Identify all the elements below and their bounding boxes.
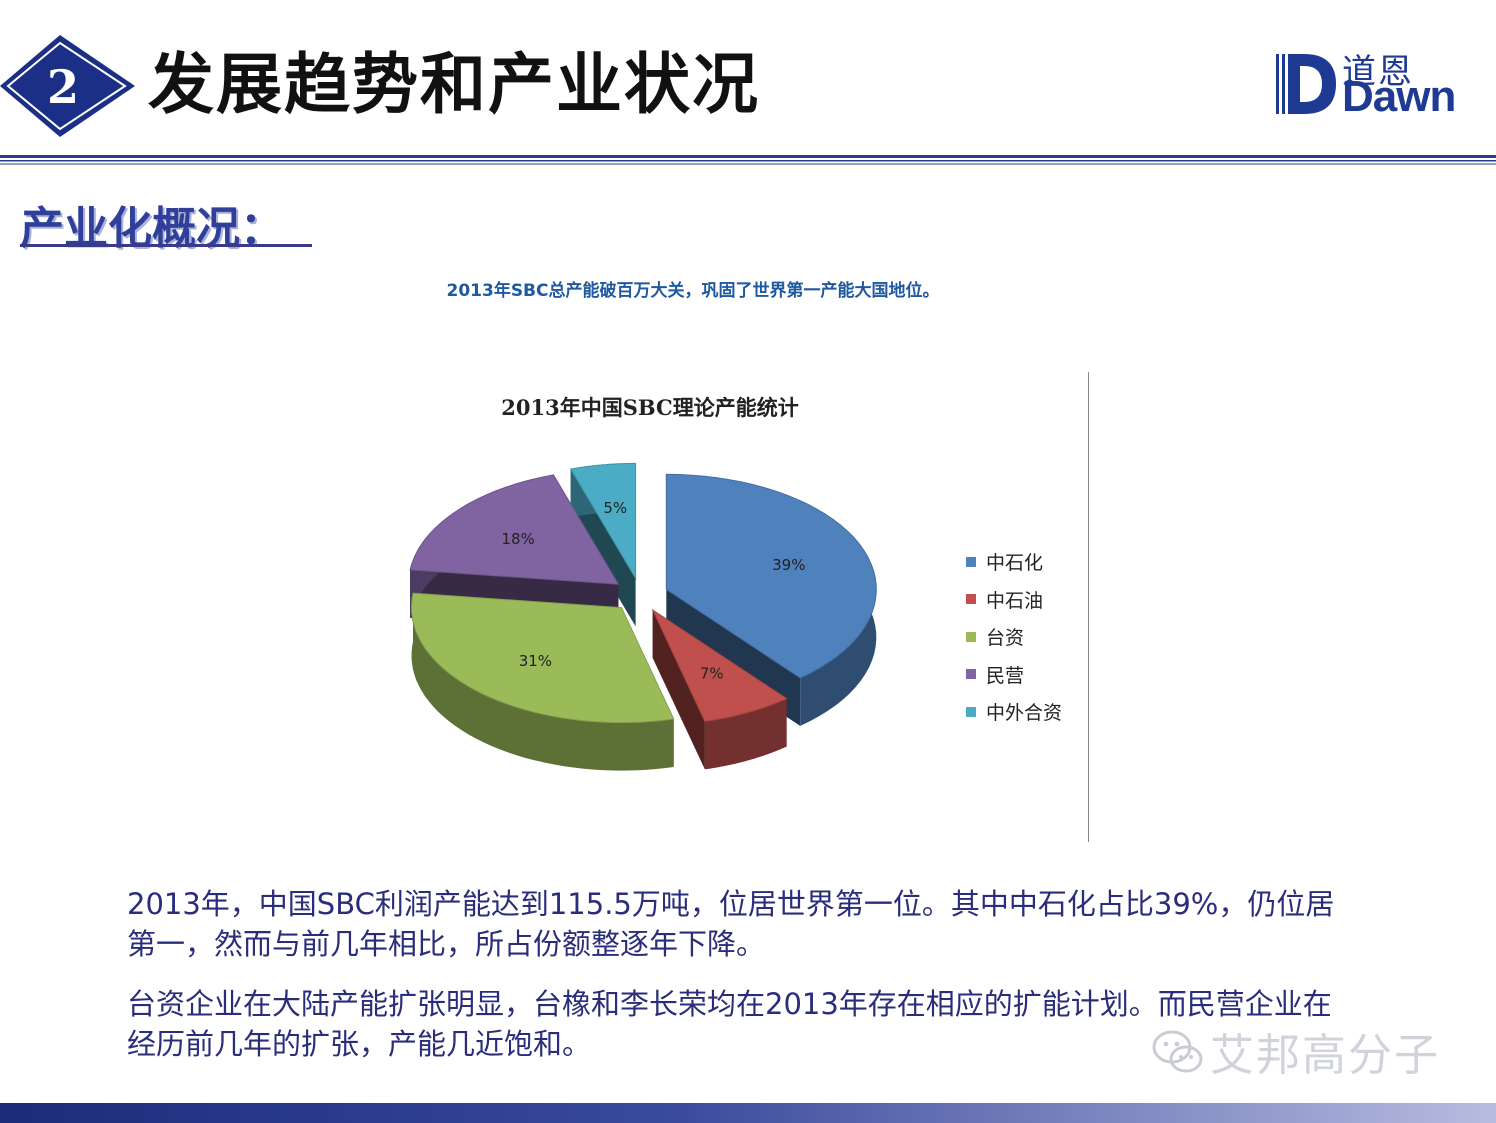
pie-slice-side-1-0 <box>652 610 787 747</box>
legend-item: 民营 <box>966 656 1062 694</box>
header: 2 发展趋势和产业状况 道恩 Dawn <box>0 0 1496 165</box>
page-title: 发展趋势和产业状况 <box>148 46 760 123</box>
watermark-text: 艾邦高分子 <box>1210 1030 1440 1081</box>
legend-swatch <box>966 631 976 642</box>
pie-slice-side-0-1 <box>666 589 801 726</box>
legend-item: 中石油 <box>966 581 1062 619</box>
pie-slice-民营 <box>409 474 620 585</box>
section-number-badge: 2 <box>0 35 135 137</box>
pie-slice-side-3-1 <box>553 474 619 633</box>
pie-slice-中石化 <box>665 473 877 679</box>
pie-data-label: 18% <box>501 530 534 548</box>
pie-slice-wall-1 <box>704 698 787 770</box>
pie-slice-wall-3 <box>410 474 554 618</box>
legend-item: 台资 <box>966 618 1062 656</box>
legend-label: 中石油 <box>986 589 1044 612</box>
legend-swatch <box>966 669 976 680</box>
legend-label: 民营 <box>986 664 1025 687</box>
legend-swatch <box>966 706 976 717</box>
legend-swatch <box>966 594 976 605</box>
footer-bar <box>0 1103 1496 1123</box>
pie-data-label: 5% <box>603 499 627 517</box>
logo-chinese-text: 道恩 <box>1342 52 1414 92</box>
dawn-logo: 道恩 Dawn <box>1270 50 1470 121</box>
pie-data-label: 39% <box>772 556 805 574</box>
paragraph-1: 2013年，中国SBC利润产能达到115.5万吨，位居世界第一位。其中中石化占比… <box>127 887 1335 961</box>
pie-data-label: 31% <box>519 652 552 670</box>
pie-slice-side-2-0 <box>621 607 674 767</box>
pie-slice-wall-0 <box>666 474 877 726</box>
pie-slice-side-1-1 <box>652 610 705 770</box>
logo-english-text: Dawn <box>1342 72 1456 121</box>
paragraph-2: 台资企业在大陆产能扩张明显，台橡和李长荣均在2013年存在相应的扩能计划。而民营… <box>127 987 1332 1061</box>
logo-mark <box>1276 54 1336 114</box>
legend-swatch <box>966 556 976 567</box>
subheading-underline <box>20 244 312 247</box>
pie-slice-中石油 <box>651 608 788 722</box>
pie-slice-wall-2 <box>411 593 674 771</box>
watermark: 艾邦高分子 <box>1150 1015 1470 1085</box>
section-number: 2 <box>47 60 79 114</box>
header-divider <box>0 155 1496 165</box>
pie-slice-中外合资 <box>569 462 637 581</box>
chart-title: 2013年中国SBC理论产能统计 <box>501 395 799 420</box>
legend-label: 中石化 <box>986 552 1044 575</box>
pie-data-label: 7% <box>700 665 724 683</box>
legend-label: 中外合资 <box>986 702 1063 725</box>
legend-label: 台资 <box>986 627 1025 650</box>
pie-slice-台资 <box>410 592 675 724</box>
chart-legend: 中石化中石油台资民营中外合资 <box>966 543 1062 731</box>
pie-slice-side-2-1 <box>413 593 622 656</box>
legend-item: 中外合资 <box>966 693 1062 731</box>
pie-slice-wall-4 <box>570 463 636 517</box>
pie-slice-side-4-0 <box>570 469 636 627</box>
legend-item: 中石化 <box>966 543 1062 581</box>
chart-divider <box>1088 372 1089 842</box>
wechat-icon <box>1152 1030 1203 1073</box>
headline-text: 2013年SBC总产能破百万大关，巩固了世界第一产能大国地位。 <box>446 281 940 301</box>
pie-slice-side-3-0 <box>410 569 619 633</box>
